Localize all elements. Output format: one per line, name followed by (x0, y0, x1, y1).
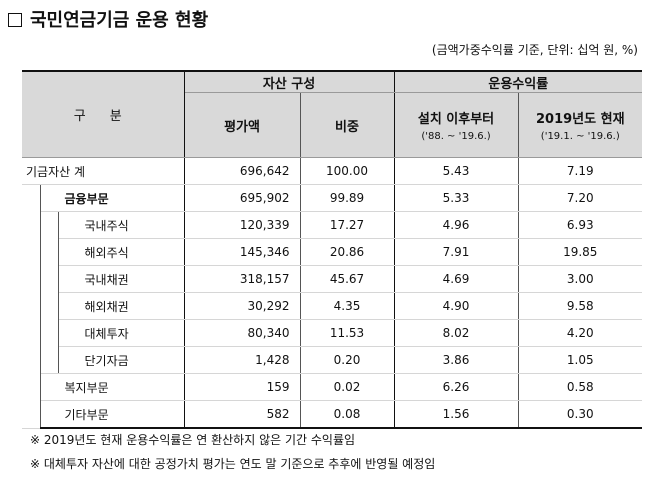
table-row: 해외주식 145,346 20.86 7.91 19.85 (22, 238, 643, 266)
cell-valuation: 695,902 (184, 184, 301, 212)
table-row: 복지부문 159 0.02 6.26 0.58 (22, 373, 643, 401)
table-row: 금융부문 695,902 99.89 5.33 7.20 (22, 184, 643, 429)
cell-since: 1.56 (394, 400, 519, 429)
header-since-inception: 설치 이후부터 ('88. ~ '19.6.) (394, 92, 519, 158)
header-return-group: 운용수익률 (394, 71, 643, 93)
cell-ytd: 4.20 (517, 319, 643, 347)
table-row: 기타부문 582 0.08 1.56 0.30 (22, 400, 643, 429)
page-title: 국민연금기금 운용 현황 (8, 6, 208, 32)
cell-ytd: 7.19 (517, 157, 643, 185)
cell-valuation: 1,428 (184, 346, 301, 374)
unit-note: (금액가중수익률 기준, 단위: 십억 원, %) (431, 43, 638, 57)
ytd-label: 2019년도 현재 (535, 112, 625, 127)
cell-share: 11.53 (299, 319, 395, 347)
cell-share: 17.27 (299, 211, 395, 239)
cell-valuation: 145,346 (184, 238, 301, 266)
cell-since: 8.02 (394, 319, 519, 347)
footnote: ※ 2019년도 현재 운용수익률은 연 환산하지 않은 기간 수익률임 (30, 433, 356, 447)
row-label: 국내주식 (58, 211, 185, 239)
cell-since: 4.90 (394, 292, 519, 320)
header-share: 비중 (299, 92, 395, 158)
table-row: 국내주식 120,339 17.27 4.96 6.93 (22, 211, 643, 374)
cell-since: 7.91 (394, 238, 519, 266)
header-row-1: 구 분 자산 구성 운용수익률 (22, 71, 643, 158)
cell-ytd: 0.30 (517, 400, 643, 429)
row-label: 해외주식 (58, 238, 185, 266)
footnotes: ※ 2019년도 현재 운용수익률은 연 환산하지 않은 기간 수익률임 ※ 대… (30, 428, 435, 476)
cell-ytd: 0.58 (517, 373, 643, 401)
cell-valuation: 159 (184, 373, 301, 401)
table-row: 기금자산 계 696,642 100.00 5.43 7.19 (22, 157, 643, 185)
cell-valuation: 80,340 (184, 319, 301, 347)
cell-ytd: 1.05 (517, 346, 643, 374)
cell-ytd: 7.20 (517, 184, 643, 212)
header-row-2: 평가액 비중 설치 이후부터 ('88. ~ '19.6.) 2019년도 현재 (… (22, 92, 643, 158)
cell-share: 45.67 (299, 265, 395, 293)
cell-share: 4.35 (299, 292, 395, 320)
cell-share: 0.20 (299, 346, 395, 374)
row-label: 기금자산 계 (22, 157, 185, 185)
header-ytd: 2019년도 현재 ('19.1. ~ '19.6.) (517, 92, 643, 158)
title-text: 국민연금기금 운용 현황 (30, 10, 209, 31)
header-valuation: 평가액 (184, 92, 301, 158)
cell-since: 6.26 (394, 373, 519, 401)
cell-ytd: 6.93 (517, 211, 643, 239)
table-row: 해외채권 30,292 4.35 4.90 9.58 (22, 292, 643, 320)
header-asset-group: 자산 구성 (184, 71, 395, 93)
cell-share: 20.86 (299, 238, 395, 266)
cell-since: 4.96 (394, 211, 519, 239)
since-inception-period: ('88. ~ '19.6.) (421, 131, 491, 142)
cell-since: 4.69 (394, 265, 519, 293)
cell-share: 100.00 (299, 157, 395, 185)
cell-ytd: 9.58 (517, 292, 643, 320)
row-label: 복지부문 (40, 373, 185, 401)
square-bullet-icon (8, 13, 22, 27)
since-inception-label: 설치 이후부터 (417, 112, 495, 127)
cell-share: 0.08 (299, 400, 395, 429)
cell-share: 0.02 (299, 373, 395, 401)
cell-ytd: 3.00 (517, 265, 643, 293)
indent-spacer (22, 184, 41, 429)
cell-since: 3.86 (394, 346, 519, 374)
row-label: 단기자금 (58, 346, 185, 374)
indent-spacer (40, 211, 59, 374)
footnote: ※ 대체투자 자산에 대한 공정가치 평가는 연도 말 기준으로 추후에 반영될… (30, 457, 436, 471)
table-row: 국내채권 318,157 45.67 4.69 3.00 (22, 265, 643, 293)
table-row: 단기자금 1,428 0.20 3.86 1.05 (22, 346, 643, 374)
cell-valuation: 582 (184, 400, 301, 429)
row-label: 대체투자 (58, 319, 185, 347)
cell-valuation: 696,642 (184, 157, 301, 185)
fund-status-table: 구 분 자산 구성 운용수익률 평가액 비중 설치 이후부터 ('88. ~ '1… (22, 70, 643, 429)
cell-valuation: 120,339 (184, 211, 301, 239)
row-label: 금융부문 (40, 184, 185, 212)
cell-since: 5.33 (394, 184, 519, 212)
row-label: 기타부문 (40, 400, 185, 429)
ytd-period: ('19.1. ~ '19.6.) (540, 131, 620, 142)
row-label: 해외채권 (58, 292, 185, 320)
cell-since: 5.43 (394, 157, 519, 185)
cell-valuation: 30,292 (184, 292, 301, 320)
cell-share: 99.89 (299, 184, 395, 212)
header-category: 구 분 (22, 71, 185, 158)
cell-ytd: 19.85 (517, 238, 643, 266)
row-label: 국내채권 (58, 265, 185, 293)
cell-valuation: 318,157 (184, 265, 301, 293)
table-row: 대체투자 80,340 11.53 8.02 4.20 (22, 319, 643, 347)
